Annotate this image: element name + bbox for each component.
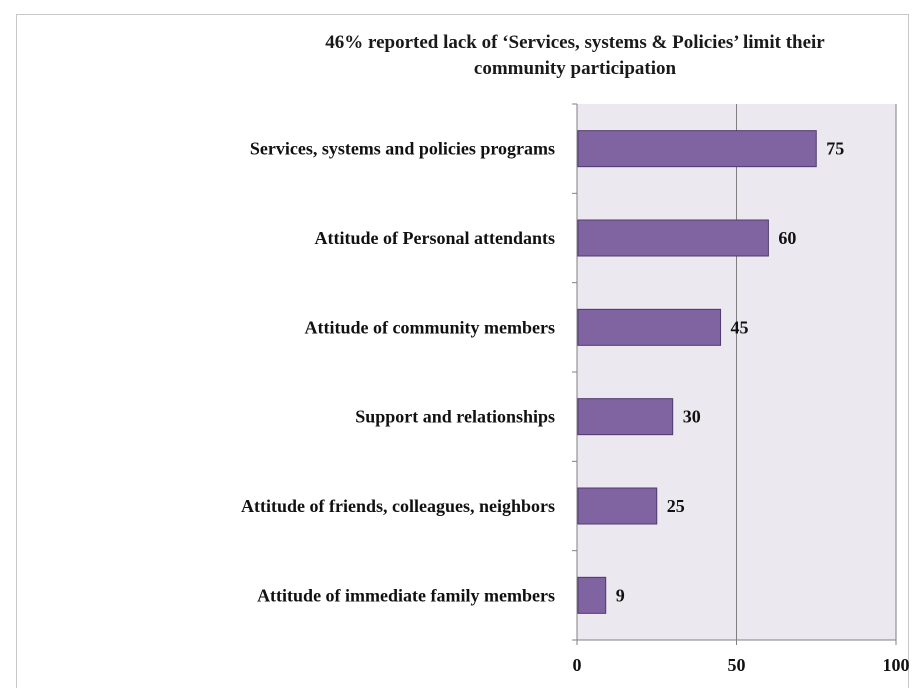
bar-4 — [577, 487, 658, 525]
value-label-1: 60 — [778, 228, 796, 248]
bar-2 — [577, 308, 722, 346]
chart-title-line-2: community participation — [473, 58, 677, 79]
category-label-2: Attitude of community members — [305, 317, 555, 337]
category-label-1: Attitude of Personal attendants — [315, 228, 556, 248]
chart-title: 46% reported lack of ‘Services, systems … — [235, 30, 912, 82]
bar-1 — [577, 219, 769, 257]
bar-0 — [577, 130, 817, 168]
category-label-3: Support and relationships — [355, 407, 555, 427]
category-label-4: Attitude of friends, colleagues, neighbo… — [241, 496, 555, 516]
x-tick-label-1: 50 — [728, 655, 746, 675]
value-label-5: 9 — [616, 585, 625, 605]
category-label-0: Services, systems and policies programs — [250, 139, 555, 159]
x-tick-label-2: 100 — [883, 655, 910, 675]
bar-5 — [577, 576, 607, 614]
value-label-0: 75 — [826, 139, 844, 159]
x-tick-label-0: 0 — [573, 655, 582, 675]
value-label-2: 45 — [731, 317, 749, 337]
value-label-3: 30 — [683, 407, 701, 427]
bar-3 — [577, 398, 674, 436]
chart-title-line-1: 46% reported lack of ‘Services, systems … — [325, 32, 825, 53]
category-label-5: Attitude of immediate family members — [257, 585, 555, 605]
value-label-4: 25 — [667, 496, 685, 516]
